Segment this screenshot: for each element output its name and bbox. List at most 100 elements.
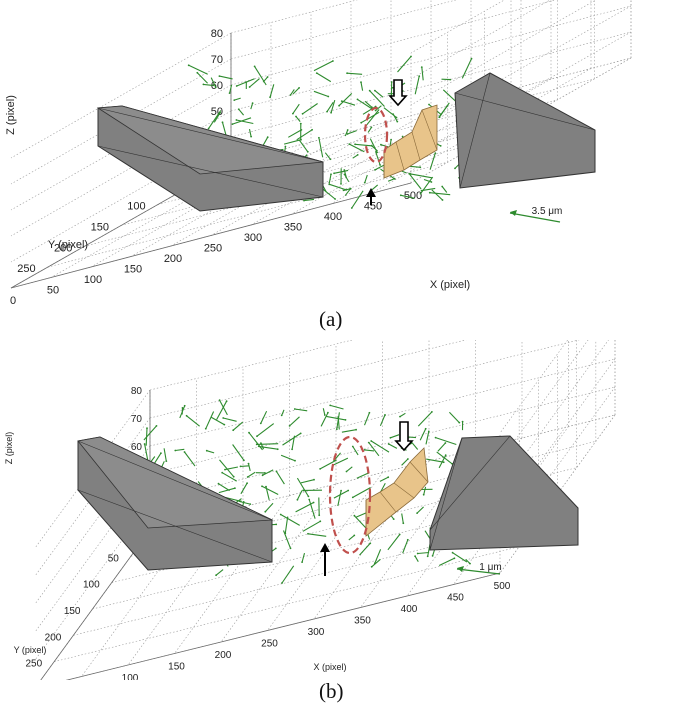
vector-head [247,462,250,465]
velocity-vector [295,116,301,122]
velocity-vector [369,90,385,107]
caption-b: (b) [319,679,344,703]
vector-head [470,57,473,60]
vector-head [232,475,235,478]
caption-a: (a) [319,307,343,331]
velocity-vector [206,450,215,454]
y-tick-label: 50 [108,553,120,564]
vector-head [253,65,256,68]
velocity-vector [408,173,422,190]
vector-head [256,435,258,438]
vector-head [434,436,437,439]
left-electrode-edge [77,489,273,563]
velocity-vector [435,437,457,446]
vector-head [346,129,349,131]
vector-head [395,116,398,119]
left-electrode-a [96,105,324,212]
velocity-vector [357,98,374,110]
vector-head [235,85,238,87]
velocity-vector [332,457,349,466]
x-tick-label: 500 [494,581,511,592]
grid-line [499,358,616,518]
vector-head [347,489,350,492]
velocity-vector [330,404,344,410]
y-tick-label: 100 [83,580,100,591]
vector-head [379,164,381,166]
z-tick-label: 50 [211,106,223,118]
vector-head [330,173,332,176]
velocity-vector [397,56,412,73]
velocity-vector [438,102,450,118]
velocity-vector [344,174,350,182]
x-axis-line [65,572,501,680]
vector-head [284,145,287,148]
velocity-vector [374,549,382,564]
vector-head [390,138,392,141]
x-tick-label: 350 [284,222,302,234]
plot-a: 0501001502002503003504004505000501001502… [5,0,632,305]
velocity-vector [221,472,237,482]
panel-a: 0501001502002503003504004505000501001502… [0,0,673,340]
vector-head [243,459,245,462]
velocity-vector [449,411,460,423]
vector-head [396,120,399,123]
vector-head [248,86,251,88]
vector-head [266,136,269,139]
vector-head [265,485,267,488]
velocity-vector [219,459,235,478]
grid-line [220,483,337,643]
velocity-vector [224,466,239,471]
grid-line [499,386,616,546]
x-tick-label: 100 [84,274,102,286]
velocity-vector [420,176,434,195]
z-tick-label: 80 [211,28,223,40]
grid-line [149,358,616,475]
membrane-segment [421,109,438,151]
velocity-vector [375,105,382,111]
vector-head [307,495,310,498]
velocity-vector [333,490,349,499]
vector-head [335,428,338,431]
vector-head [312,501,315,504]
velocity-vector [229,84,233,94]
velocity-vector [429,192,451,196]
velocity-vector [320,412,329,427]
vector-head [426,555,429,558]
vector-head [393,178,396,180]
velocity-vector [232,444,245,461]
vector-head [228,92,231,94]
vector-head [363,181,366,184]
vector-head [353,514,356,517]
hollow-arrow [394,421,414,452]
vector-head [428,103,430,106]
vector-head [414,555,416,558]
velocity-vector [276,471,285,485]
vector-head [221,471,224,474]
membrane-sheet [383,104,438,179]
vector-head [259,422,262,425]
vector-head [266,76,269,78]
x-tick-label: 100 [122,673,139,680]
vector-head [214,86,217,89]
z-tick-label: 80 [131,386,143,397]
vector-head [399,415,401,418]
vector-head [311,128,313,131]
velocity-vector [330,99,336,113]
velocity-vector [260,410,268,424]
vector-head [389,436,392,439]
scale-label: 3.5 μm [532,206,563,217]
velocity-vector [452,552,468,563]
velocity-vector [437,442,446,452]
velocity-vector [296,477,309,497]
vector-head [155,425,158,427]
vector-head [218,75,221,77]
velocity-vector [296,129,313,141]
black-arrow-head [320,543,330,552]
plot-b: 0501001502002503003504004505000501001502… [4,340,616,680]
velocity-vector [296,490,303,501]
grid-line [149,340,354,391]
scale-arrow [456,568,501,575]
vector-head [333,172,335,175]
vector-head [319,468,321,470]
velocity-vector [333,169,349,174]
